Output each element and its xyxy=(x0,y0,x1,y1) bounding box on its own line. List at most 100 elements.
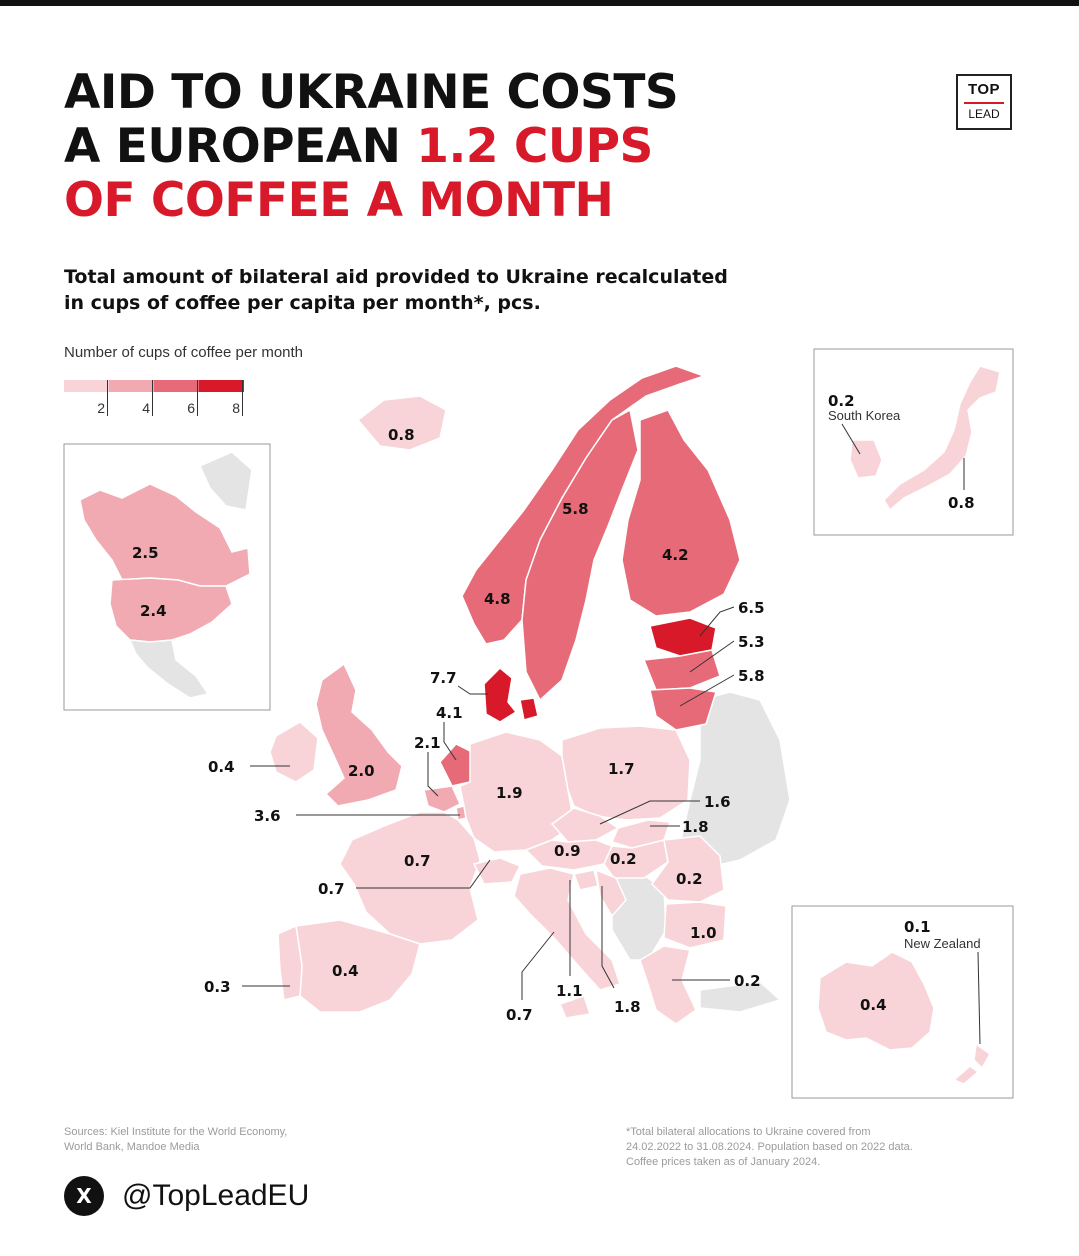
subtitle-line-1: Total amount of bilateral aid provided t… xyxy=(64,266,728,288)
legend-tick-label: 6 xyxy=(187,400,195,416)
netherlands-shape xyxy=(439,743,473,787)
leader-latvia xyxy=(689,640,735,673)
usa-shape xyxy=(109,577,233,643)
headline-line-3: OF COFFEE A MONTH xyxy=(64,173,614,228)
leader-new-zealand xyxy=(977,951,981,1045)
label-italy: 0.7 xyxy=(506,1006,533,1024)
label-netherlands: 4.1 xyxy=(436,704,463,722)
new-zealand-shape xyxy=(952,1042,991,1085)
east-asia-inset-frame xyxy=(813,348,1014,536)
logo-lead: LEAD xyxy=(968,107,1000,121)
headline-line-2-black: A EUROPEAN xyxy=(64,119,401,174)
label-new-zealand-name: New Zealand xyxy=(904,936,981,951)
leader-estonia xyxy=(699,606,735,637)
label-luxembourg: 3.6 xyxy=(254,807,281,825)
methodology-note: *Total bilateral allocations to Ukraine … xyxy=(626,1125,1026,1170)
top-lead-logo: TOP LEAD xyxy=(956,74,1012,130)
label-canada: 2.5 xyxy=(132,544,159,562)
poland-shape xyxy=(561,725,691,821)
mexico-shape xyxy=(128,639,210,699)
label-australia: 0.4 xyxy=(860,996,887,1014)
label-usa: 2.4 xyxy=(140,602,167,620)
leader-croatia xyxy=(601,886,615,989)
label-czechia: 1.6 xyxy=(704,793,731,811)
label-latvia: 5.3 xyxy=(738,633,765,651)
label-poland: 1.7 xyxy=(608,760,635,778)
leader-switzerland xyxy=(356,859,491,889)
sweden-shape xyxy=(521,408,639,702)
handle-text[interactable]: @TopLeadEU xyxy=(122,1179,310,1212)
label-lithuania: 5.8 xyxy=(738,667,765,685)
label-south-korea-name: South Korea xyxy=(828,408,901,423)
legend-swatch xyxy=(199,380,244,392)
label-spain: 0.4 xyxy=(332,962,359,980)
label-ireland: 0.4 xyxy=(208,758,235,776)
north-america-inset-frame xyxy=(63,443,271,711)
label-france: 0.7 xyxy=(404,852,431,870)
switzerland-shape xyxy=(472,857,522,885)
logo-top: TOP xyxy=(967,81,1001,98)
croatia-shape xyxy=(595,868,627,918)
leader-denmark xyxy=(457,685,488,695)
label-norway: 4.8 xyxy=(484,590,511,608)
label-bulgaria: 1.0 xyxy=(690,924,717,942)
finland-shape xyxy=(621,409,741,617)
ireland-shape xyxy=(269,721,319,783)
legend-swatch xyxy=(109,380,154,392)
belgium-shape xyxy=(423,785,461,813)
legend-tick-label: 4 xyxy=(142,400,150,416)
bulgaria-shape xyxy=(663,901,727,949)
legend-swatch xyxy=(154,380,199,392)
legend-tick-label: 8 xyxy=(232,400,240,416)
label-hungary: 0.2 xyxy=(610,850,637,868)
label-greece: 0.2 xyxy=(734,972,761,990)
label-finland: 4.2 xyxy=(662,546,689,564)
sources-note: Sources: Kiel Institute for the World Ec… xyxy=(64,1125,394,1155)
label-germany: 1.9 xyxy=(496,784,523,802)
subtitle: Total amount of bilateral aid provided t… xyxy=(64,264,864,316)
label-uk: 2.0 xyxy=(348,762,375,780)
greece-shape xyxy=(639,945,697,1025)
leader-lithuania xyxy=(679,674,735,707)
label-south-korea-value: 0.2 xyxy=(828,392,855,410)
russia-belarus-ukraine-shape xyxy=(679,691,791,869)
label-japan: 0.8 xyxy=(948,494,975,512)
oceania-inset-frame xyxy=(791,905,1014,1099)
subtitle-line-2: in cups of coffee per capita per month*,… xyxy=(64,292,541,314)
label-switzerland: 0.7 xyxy=(318,880,345,898)
leader-czechia xyxy=(599,800,700,825)
denmark-shape xyxy=(483,666,539,723)
label-belgium: 2.1 xyxy=(414,734,441,752)
x-logo-icon: X xyxy=(64,1176,104,1216)
portugal-shape xyxy=(277,924,303,1001)
japan-shape xyxy=(883,365,1001,512)
legend-tick-label: 2 xyxy=(97,400,105,416)
australia-shape xyxy=(817,951,935,1051)
legend-ticks: 2 4 6 8 xyxy=(64,380,244,420)
top-border xyxy=(0,0,1079,6)
sources-line-1: Sources: Kiel Institute for the World Ec… xyxy=(64,1126,288,1138)
leader-netherlands xyxy=(443,722,457,761)
note-line-3: Coffee prices taken as of January 2024. xyxy=(626,1156,821,1168)
leader-italy xyxy=(521,931,555,1000)
label-slovakia: 1.8 xyxy=(682,818,709,836)
uk-shape xyxy=(315,662,403,807)
leader-south-korea xyxy=(841,423,861,455)
hungary-shape xyxy=(603,839,669,879)
legend-tick-mark xyxy=(152,380,153,416)
label-portugal: 0.3 xyxy=(204,978,231,996)
legend-swatch xyxy=(64,380,109,392)
legend-title: Number of cups of coffee per month xyxy=(64,344,304,361)
france-shape xyxy=(339,811,481,945)
label-croatia: 1.8 xyxy=(614,998,641,1016)
label-romania: 0.2 xyxy=(676,870,703,888)
legend-tick-mark xyxy=(197,380,198,416)
social-handle[interactable]: X @TopLeadEU xyxy=(64,1176,309,1216)
label-estonia: 6.5 xyxy=(738,599,765,617)
leader-belgium xyxy=(427,752,439,797)
greenland-shape xyxy=(199,451,253,511)
legend-tick-mark xyxy=(107,380,108,416)
label-austria: 0.9 xyxy=(554,842,581,860)
canada-shape xyxy=(79,483,251,587)
